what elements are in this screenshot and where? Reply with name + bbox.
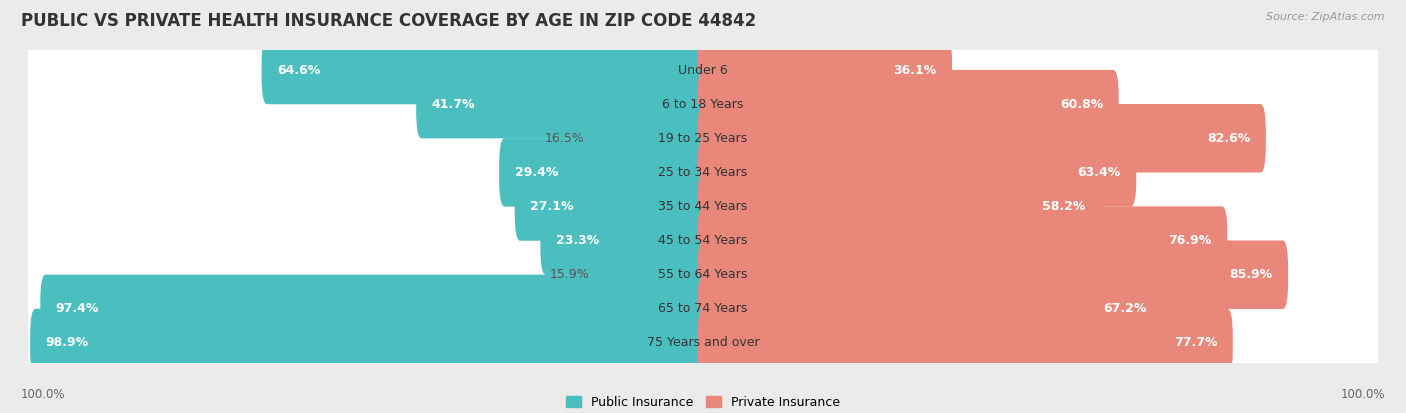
Text: PUBLIC VS PRIVATE HEALTH INSURANCE COVERAGE BY AGE IN ZIP CODE 44842: PUBLIC VS PRIVATE HEALTH INSURANCE COVER… <box>21 12 756 31</box>
Text: 29.4%: 29.4% <box>515 166 558 179</box>
FancyBboxPatch shape <box>24 152 1382 261</box>
Text: 25 to 34 Years: 25 to 34 Years <box>658 166 748 179</box>
Text: 35 to 44 Years: 35 to 44 Years <box>658 200 748 213</box>
FancyBboxPatch shape <box>697 275 1161 343</box>
Text: 36.1%: 36.1% <box>893 64 936 76</box>
Text: 41.7%: 41.7% <box>432 97 475 111</box>
FancyBboxPatch shape <box>24 16 1382 124</box>
FancyBboxPatch shape <box>24 84 1382 192</box>
FancyBboxPatch shape <box>416 70 709 138</box>
FancyBboxPatch shape <box>586 104 709 173</box>
Text: 85.9%: 85.9% <box>1229 268 1272 281</box>
FancyBboxPatch shape <box>697 36 952 104</box>
Text: 60.8%: 60.8% <box>1060 97 1104 111</box>
Text: 65 to 74 Years: 65 to 74 Years <box>658 302 748 316</box>
FancyBboxPatch shape <box>697 240 1288 309</box>
Text: 63.4%: 63.4% <box>1077 166 1121 179</box>
FancyBboxPatch shape <box>30 309 709 377</box>
FancyBboxPatch shape <box>24 153 1382 261</box>
FancyBboxPatch shape <box>24 290 1382 398</box>
FancyBboxPatch shape <box>697 172 1101 241</box>
Text: 100.0%: 100.0% <box>1340 388 1385 401</box>
FancyBboxPatch shape <box>540 206 709 275</box>
Text: 67.2%: 67.2% <box>1104 302 1146 316</box>
Text: 97.4%: 97.4% <box>56 302 100 316</box>
FancyBboxPatch shape <box>499 138 709 206</box>
FancyBboxPatch shape <box>24 118 1382 227</box>
Text: 15.9%: 15.9% <box>550 268 589 281</box>
FancyBboxPatch shape <box>697 70 1119 138</box>
FancyBboxPatch shape <box>24 221 1382 330</box>
FancyBboxPatch shape <box>24 50 1382 159</box>
Text: 98.9%: 98.9% <box>45 337 89 349</box>
FancyBboxPatch shape <box>24 187 1382 296</box>
Text: 75 Years and over: 75 Years and over <box>647 337 759 349</box>
Text: 100.0%: 100.0% <box>21 388 66 401</box>
FancyBboxPatch shape <box>24 221 1382 329</box>
Text: 82.6%: 82.6% <box>1208 132 1250 145</box>
FancyBboxPatch shape <box>24 85 1382 193</box>
Text: 55 to 64 Years: 55 to 64 Years <box>658 268 748 281</box>
FancyBboxPatch shape <box>24 50 1382 159</box>
FancyBboxPatch shape <box>697 138 1136 206</box>
Text: 76.9%: 76.9% <box>1168 234 1212 247</box>
Text: 16.5%: 16.5% <box>546 132 585 145</box>
Text: 27.1%: 27.1% <box>530 200 574 213</box>
Text: Source: ZipAtlas.com: Source: ZipAtlas.com <box>1267 12 1385 22</box>
FancyBboxPatch shape <box>697 104 1265 173</box>
Legend: Public Insurance, Private Insurance: Public Insurance, Private Insurance <box>561 391 845 413</box>
FancyBboxPatch shape <box>24 254 1382 363</box>
FancyBboxPatch shape <box>515 172 709 241</box>
FancyBboxPatch shape <box>24 17 1382 125</box>
Text: 77.7%: 77.7% <box>1174 337 1218 349</box>
Text: 6 to 18 Years: 6 to 18 Years <box>662 97 744 111</box>
FancyBboxPatch shape <box>697 206 1227 275</box>
FancyBboxPatch shape <box>24 119 1382 227</box>
FancyBboxPatch shape <box>591 240 709 309</box>
Text: 58.2%: 58.2% <box>1042 200 1085 213</box>
Text: 23.3%: 23.3% <box>555 234 599 247</box>
FancyBboxPatch shape <box>41 275 709 343</box>
Text: Under 6: Under 6 <box>678 64 728 76</box>
Text: 64.6%: 64.6% <box>277 64 321 76</box>
Text: 45 to 54 Years: 45 to 54 Years <box>658 234 748 247</box>
FancyBboxPatch shape <box>24 186 1382 295</box>
Text: 19 to 25 Years: 19 to 25 Years <box>658 132 748 145</box>
FancyBboxPatch shape <box>24 255 1382 364</box>
FancyBboxPatch shape <box>697 309 1233 377</box>
FancyBboxPatch shape <box>24 289 1382 397</box>
FancyBboxPatch shape <box>262 36 709 104</box>
